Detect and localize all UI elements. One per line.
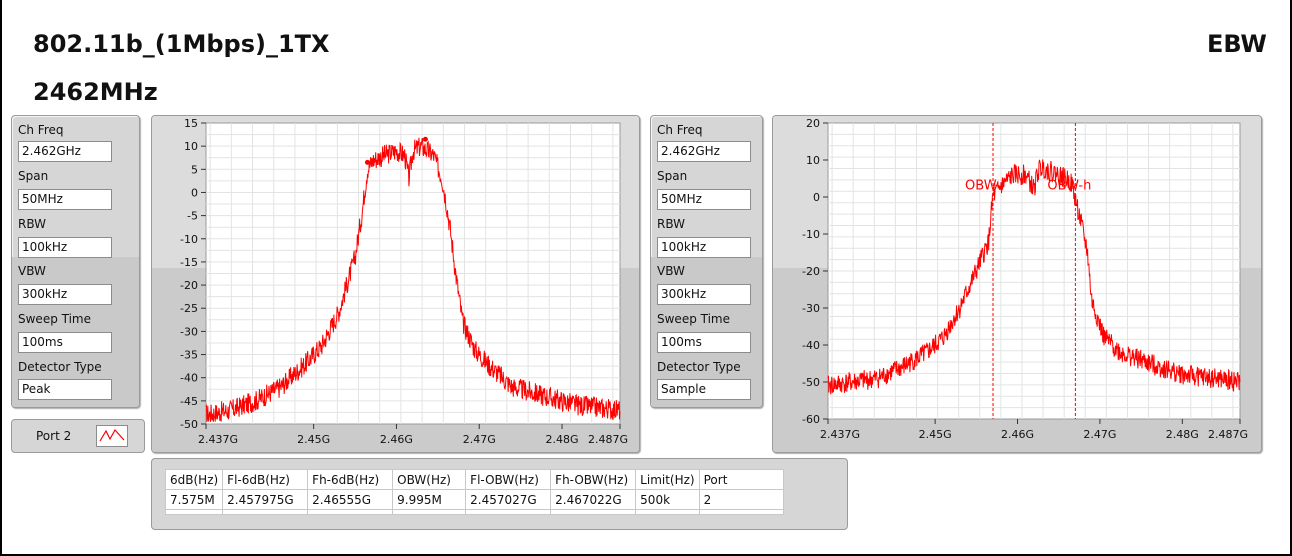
- table-cell[interactable]: 7.575M: [164, 489, 224, 510]
- y-tick-label: -30: [180, 325, 198, 338]
- param-value-vbw[interactable]: 300kHz: [657, 284, 751, 305]
- x-tick-label: 2.48G: [546, 433, 579, 446]
- param-value-detector-type[interactable]: Peak: [18, 379, 112, 400]
- y-tick-label: 15: [184, 117, 198, 130]
- table-header-cell: Limit(Hz): [635, 469, 700, 490]
- y-tick-label: -20: [180, 279, 198, 292]
- y-tick-label: -10: [180, 233, 198, 246]
- x-tick-label: 2.47G: [463, 433, 496, 446]
- param-label-vbw: VBW: [18, 264, 46, 278]
- param-value-rbw[interactable]: 100kHz: [18, 237, 112, 258]
- y-tick-label: -35: [180, 349, 198, 362]
- param-value-sweep-time[interactable]: 100ms: [18, 332, 112, 353]
- obw-high-label: OBW-h: [1047, 179, 1091, 194]
- test-item-title: EBW: [1207, 30, 1267, 58]
- table-header-cell: Port: [698, 469, 784, 490]
- x-tick-label: 2.48G: [1166, 428, 1199, 441]
- param-value-span[interactable]: 50MHz: [18, 189, 112, 210]
- peak-marker: [422, 136, 428, 142]
- table-header-cell: Fh-OBW(Hz): [550, 469, 637, 490]
- table-cell[interactable]: 2.457975G: [222, 489, 309, 510]
- param-label-ch-freq: Ch Freq: [18, 123, 64, 137]
- param-value-vbw[interactable]: 300kHz: [18, 284, 112, 305]
- table-cell[interactable]: 2.467022G: [550, 489, 637, 510]
- param-label-span: Span: [18, 169, 49, 183]
- param-label-ch-freq: Ch Freq: [657, 123, 703, 137]
- spectrum-trace: [205, 137, 621, 422]
- param-value-ch-freq[interactable]: 2.462GHz: [18, 141, 112, 162]
- y-tick-label: -60: [802, 413, 820, 426]
- y-tick-label: 20: [806, 117, 820, 130]
- peak-marker: [364, 159, 370, 165]
- param-value-detector-type[interactable]: Sample: [657, 379, 751, 400]
- obw-low-label: OBW-l: [965, 179, 1004, 194]
- table-cell[interactable]: 2.457027G: [465, 489, 552, 510]
- results-table: 6dB(Hz) Fl-6dB(Hz) Fh-6dB(Hz) OBW(Hz) Fl…: [164, 469, 784, 515]
- y-tick-label: -5: [187, 210, 198, 223]
- x-tick-label: 2.487G: [1208, 428, 1248, 441]
- spectrum-chart-peak: 15 10 5 0 -5 -10 -15 -20 -25 -30 -35 -40 -45 -50 2.437…: [151, 115, 640, 453]
- param-value-span[interactable]: 50MHz: [657, 189, 751, 210]
- y-tick-label: 5: [191, 163, 198, 176]
- y-tick-label: -50: [180, 418, 198, 431]
- param-value-ch-freq[interactable]: 2.462GHz: [657, 141, 751, 162]
- y-tick-label: 0: [813, 191, 820, 204]
- param-label-sweep-time: Sweep Time: [18, 312, 91, 326]
- y-tick-label: -40: [802, 339, 820, 352]
- y-tick-label: -50: [802, 376, 820, 389]
- y-tick-label: 10: [184, 140, 198, 153]
- table-cell[interactable]: 2: [698, 489, 784, 510]
- spectrum-trace: [827, 159, 1241, 395]
- param-value-rbw[interactable]: 100kHz: [657, 237, 751, 258]
- y-tick-label: -15: [180, 256, 198, 269]
- y-tick-label: -45: [180, 395, 198, 408]
- table-header-cell: 6dB(Hz): [164, 469, 224, 490]
- table-cell[interactable]: 9.995M: [392, 489, 467, 510]
- frequency-title: 2462MHz: [33, 78, 158, 106]
- param-label-vbw: VBW: [657, 264, 685, 278]
- x-tick-label: 2.45G: [297, 433, 330, 446]
- right-param-panel: Ch Freq 2.462GHz Span 50MHz RBW 100kHz V…: [650, 115, 763, 408]
- param-label-detector-type: Detector Type: [657, 360, 741, 374]
- table-cell[interactable]: 500k: [635, 489, 700, 510]
- table-header-row: 6dB(Hz) Fl-6dB(Hz) Fh-6dB(Hz) OBW(Hz) Fl…: [164, 469, 784, 490]
- x-tick-label: 2.437G: [820, 428, 860, 441]
- legend-port-label: Port 2: [36, 429, 72, 443]
- param-label-sweep-time: Sweep Time: [657, 312, 730, 326]
- chart-svg: 20 10 0 -10 -20 -30 -40 -50 -602.437G 2.45G 2.46G 2…: [802, 117, 1248, 441]
- table-header-cell: Fl-6dB(Hz): [222, 469, 309, 490]
- spectrum-chart-obw: 20 10 0 -10 -20 -30 -40 -50 -60 2.437G 2.45G 2.46G 2…: [772, 115, 1262, 453]
- param-label-rbw: RBW: [657, 217, 686, 231]
- x-tick-label: 2.487G: [588, 433, 628, 446]
- y-tick-label: -10: [802, 228, 820, 241]
- y-tick-label: 0: [191, 186, 198, 199]
- param-value-sweep-time[interactable]: 100ms: [657, 332, 751, 353]
- param-label-detector-type: Detector Type: [18, 360, 102, 374]
- x-tick-label: 2.46G: [1001, 428, 1034, 441]
- param-label-span: Span: [657, 169, 688, 183]
- x-tick-label: 2.45G: [919, 428, 952, 441]
- chart-svg: 15 10 5 0 -5 -10 -15 -20 -25 -30 -35 -40 -45 -502.437…: [180, 117, 628, 446]
- mode-title: 802.11b_(1Mbps)_1TX: [33, 30, 330, 58]
- y-tick-label: -40: [180, 372, 198, 385]
- y-tick-label: -20: [802, 265, 820, 278]
- param-label-rbw: RBW: [18, 217, 47, 231]
- table-row: 7.575M 2.457975G 2.46555G 9.995M 2.45702…: [164, 489, 784, 510]
- y-tick-label: -30: [802, 302, 820, 315]
- table-cell[interactable]: 2.46555G: [307, 489, 394, 510]
- y-tick-label: 10: [806, 154, 820, 167]
- table-spacer-row: [164, 509, 784, 515]
- legend-port: Port 2: [11, 419, 145, 453]
- x-tick-label: 2.47G: [1083, 428, 1116, 441]
- trace-style-icon[interactable]: [96, 425, 128, 447]
- table-header-cell: OBW(Hz): [392, 469, 467, 490]
- results-panel: 6dB(Hz) Fl-6dB(Hz) Fh-6dB(Hz) OBW(Hz) Fl…: [151, 458, 848, 530]
- x-tick-label: 2.46G: [380, 433, 413, 446]
- table-header-cell: Fl-OBW(Hz): [465, 469, 552, 490]
- table-header-cell: Fh-6dB(Hz): [307, 469, 394, 490]
- y-tick-label: -25: [180, 302, 198, 315]
- x-tick-label: 2.437G: [198, 433, 238, 446]
- left-param-panel: Ch Freq 2.462GHz Span 50MHz RBW 100kHz V…: [11, 115, 140, 408]
